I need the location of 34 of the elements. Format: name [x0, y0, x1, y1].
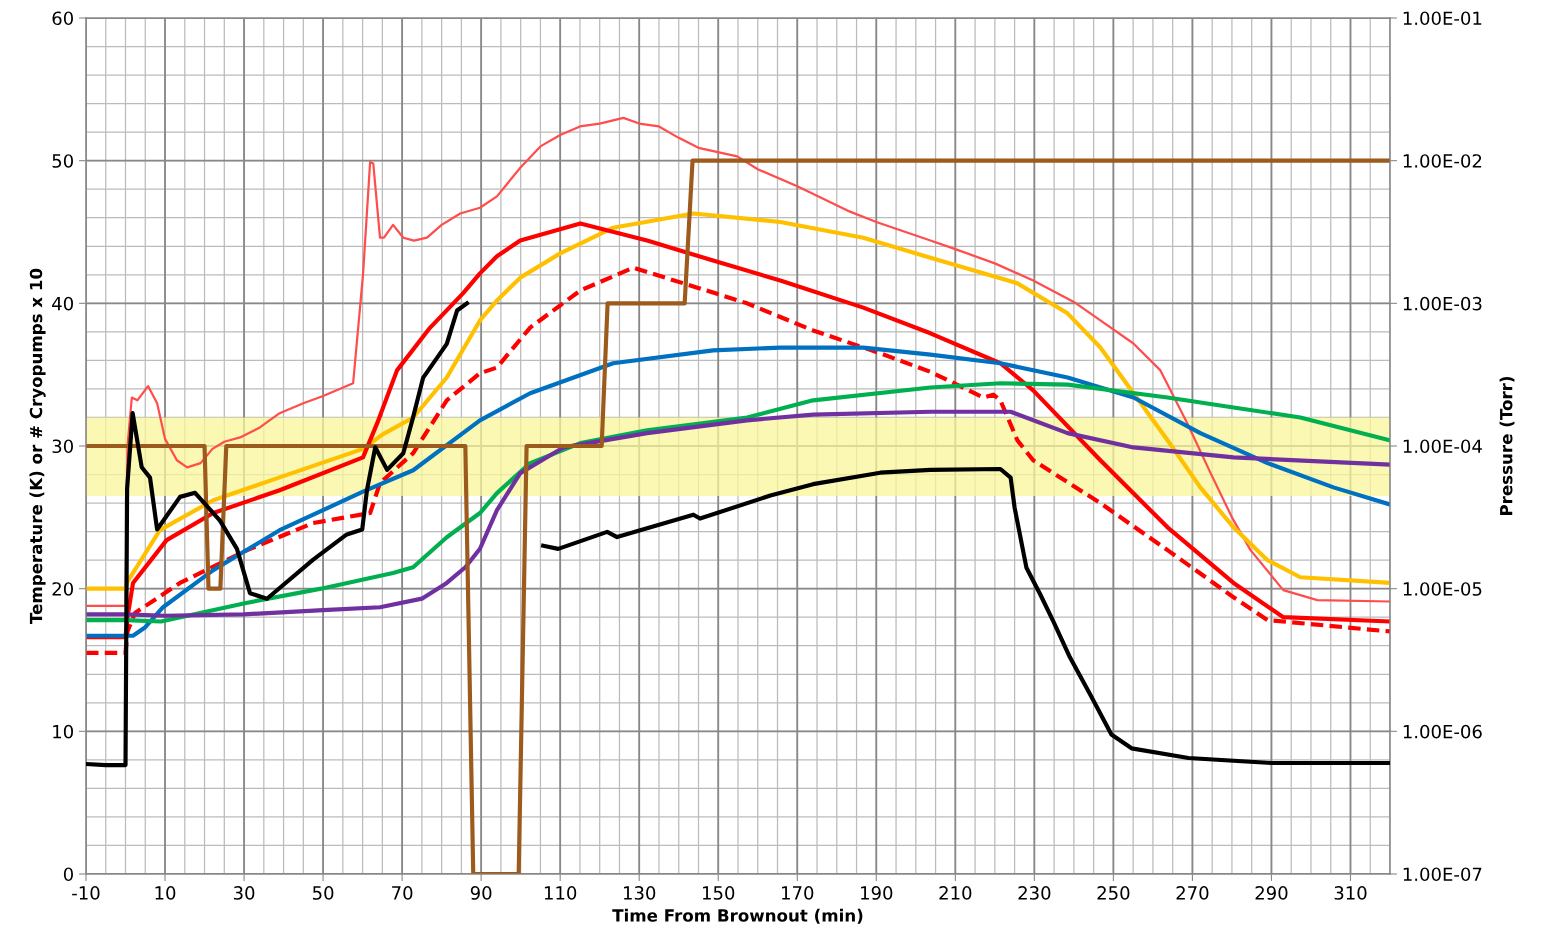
y2-axis-title: Pressure (Torr) [1499, 376, 1515, 515]
x-tick-label: 70 [392, 886, 413, 900]
y2-tick-label: 1.00E-05 [1403, 582, 1482, 596]
x-tick-label: 130 [623, 886, 656, 900]
x-tick-label: 110 [544, 886, 577, 900]
x-tick-label: 170 [782, 886, 814, 900]
y-axis-title: Temperature (K) or # Cryopumps x 10 [29, 268, 46, 625]
x-tick-label: 250 [1097, 886, 1130, 900]
y-tick-label: 10 [53, 724, 73, 739]
y2-tick-label: 1.00E-01 [1403, 11, 1482, 26]
y2-tick-label: 1.00E-07 [1403, 867, 1482, 882]
y-tick-label: 50 [52, 154, 73, 168]
y-tick-label: 20 [52, 582, 73, 596]
y2-tick-label: 1.00E-03 [1403, 296, 1482, 311]
x-tick-label: 10 [155, 886, 176, 900]
y-tick-label: 30 [52, 439, 73, 454]
x-tick-label: 30 [233, 886, 255, 900]
x-tick-label: 230 [1018, 886, 1051, 900]
x-tick-label: 190 [861, 886, 893, 900]
y2-tick-label: 1.00E-02 [1403, 154, 1482, 168]
x-tick-label: 310 [1334, 886, 1367, 900]
y-tick-label: 60 [52, 11, 73, 26]
x-axis-title: Time From Brownout (min) [612, 908, 863, 924]
y-tick-label: 0 [63, 867, 73, 882]
y2-tick-label: 1.00E-06 [1403, 724, 1482, 739]
y2-tick-label: 1.00E-04 [1403, 439, 1482, 454]
x-tick-label: -10 [72, 886, 100, 900]
x-tick-label: 290 [1255, 886, 1288, 900]
y-tick-label: 40 [52, 296, 73, 311]
x-tick-label: 270 [1176, 886, 1209, 900]
x-tick-label: 50 [313, 886, 334, 900]
x-tick-label: 210 [939, 886, 972, 900]
x-tick-label: 90 [470, 886, 492, 900]
x-tick-label: 150 [702, 886, 735, 900]
